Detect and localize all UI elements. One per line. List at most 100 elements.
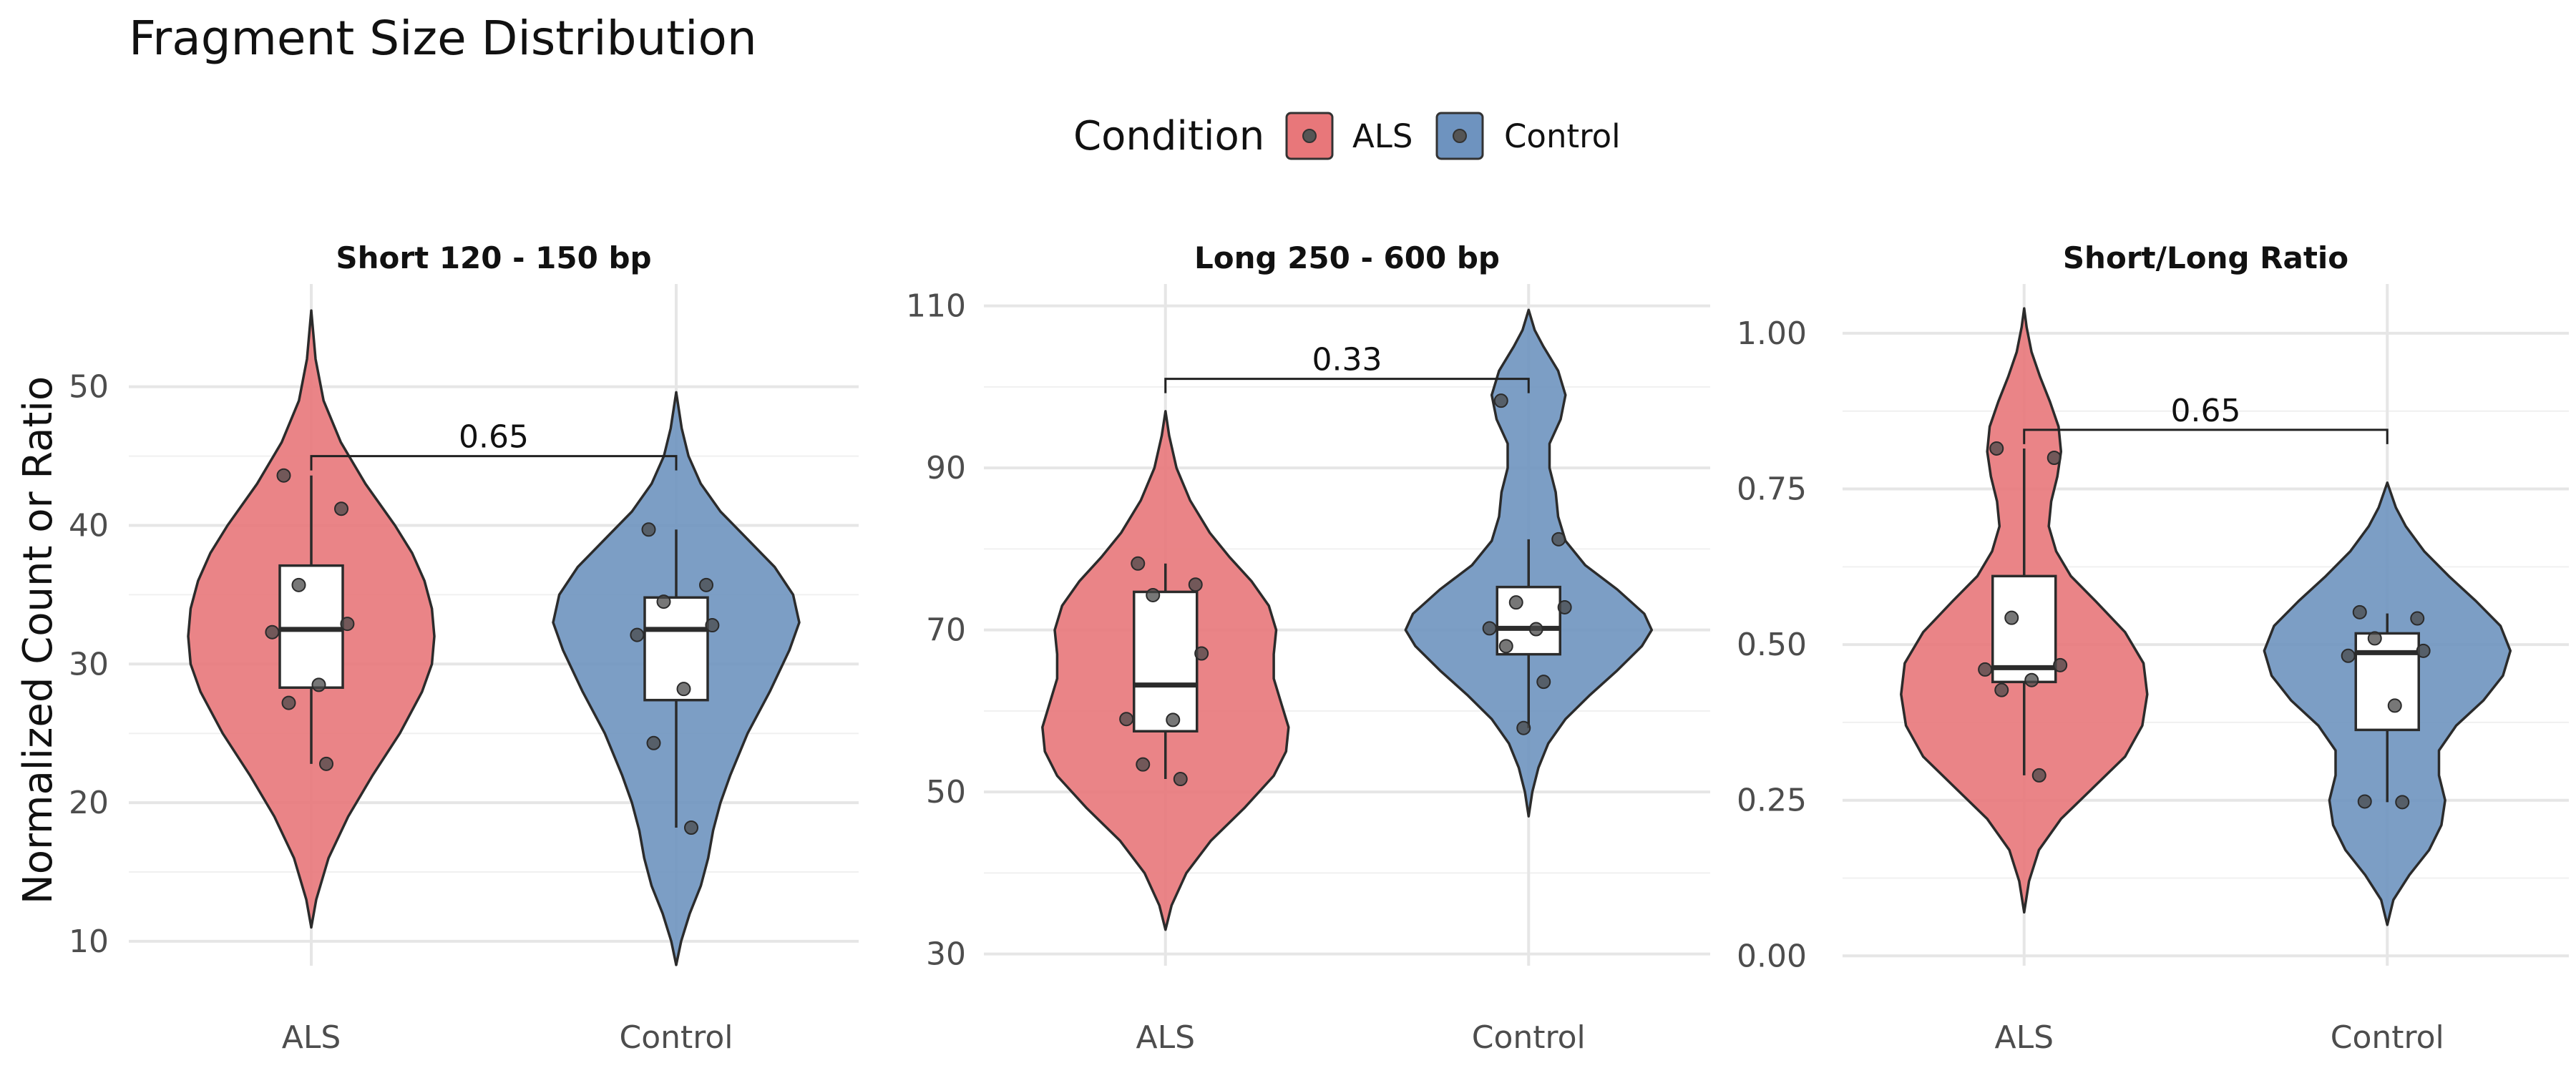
data-point (291, 577, 306, 592)
significance-bracket: 0.65 (2023, 393, 2389, 444)
legend-point-als (1302, 129, 1317, 143)
data-point (2357, 794, 2372, 809)
data-point (1131, 556, 1146, 571)
data-point (276, 468, 291, 483)
data-point (1482, 621, 1497, 636)
chart-title: Fragment Size Distribution (129, 11, 757, 66)
group-als (1041, 410, 1290, 931)
data-point (1516, 720, 1531, 735)
group-als (187, 309, 436, 929)
y-tick-label: 50 (69, 369, 109, 406)
legend: Condition ALS Control (1073, 112, 1621, 160)
panel-short-long-ratio: Short/Long Ratio 0.00 0.25 0.50 0.75 1.00 ALS C… (1737, 240, 2569, 1056)
legend-label-als: ALS (1352, 117, 1413, 155)
data-point (656, 594, 671, 609)
data-point (2395, 795, 2410, 810)
x-tick-label: ALS (282, 1019, 341, 1056)
x-tick-label: ALS (1136, 1019, 1195, 1056)
panel-title: Short/Long Ratio (2063, 240, 2348, 275)
bracket-line (1164, 378, 1530, 393)
box-iqr (278, 564, 344, 689)
x-tick-label: Control (2331, 1019, 2444, 1056)
data-point (281, 695, 296, 710)
y-tick-label: 90 (926, 450, 966, 486)
y-tick-label: 30 (926, 936, 966, 973)
data-point (1188, 577, 1203, 592)
data-point (2024, 672, 2039, 687)
y-tick-label: 40 (69, 507, 109, 544)
y-tick-label: 0.00 (1737, 938, 1807, 974)
legend-item-control: Control (1435, 112, 1621, 160)
data-point (641, 522, 656, 537)
data-point (646, 735, 661, 750)
data-point (1173, 772, 1188, 787)
data-point (2046, 451, 2062, 465)
group-als (1900, 307, 2149, 914)
data-point (1528, 622, 1543, 637)
data-point (2387, 698, 2402, 713)
data-point (1508, 595, 1523, 610)
legend-point-control (1453, 129, 1467, 143)
data-point (1989, 441, 2004, 456)
p-value-label: 0.65 (2171, 393, 2241, 429)
data-point (684, 820, 698, 835)
data-point (630, 627, 645, 642)
data-point (2004, 610, 2019, 625)
data-point (1493, 393, 1508, 408)
data-point (2352, 604, 2367, 619)
significance-bracket: 0.33 (1164, 342, 1530, 393)
data-point (1166, 712, 1181, 727)
panel-title: Long 250 - 600 bp (1194, 240, 1500, 275)
data-point (319, 756, 333, 771)
data-point (1146, 587, 1161, 602)
data-point (1498, 639, 1513, 654)
y-tick-label: 30 (69, 646, 109, 682)
data-point (1119, 712, 1134, 727)
x-tick-label: Control (619, 1019, 733, 1056)
legend-label-control: Control (1504, 117, 1621, 155)
data-point (2341, 648, 2356, 663)
box-iqr (1991, 574, 2057, 684)
y-tick-label: 70 (926, 612, 966, 649)
panel-title: Short 120 - 150 bp (336, 240, 651, 275)
group-control (2263, 481, 2512, 926)
legend-item-als: ALS (1285, 112, 1413, 160)
data-point (265, 624, 280, 640)
data-point (2410, 611, 2425, 626)
bracket-line (310, 455, 678, 471)
group-control (552, 391, 801, 966)
y-axis-label: Normalized Count or Ratio (15, 376, 62, 904)
x-tick-label: ALS (1994, 1019, 2054, 1056)
x-tick-label: Control (1472, 1019, 1586, 1056)
y-tick-label: 0.75 (1737, 471, 1807, 508)
data-point (2031, 768, 2046, 783)
y-tick-label: 110 (906, 288, 966, 325)
y-tick-label: 20 (69, 785, 109, 821)
p-value-label: 0.65 (459, 419, 529, 456)
data-point (676, 682, 691, 697)
data-point (2053, 657, 2068, 672)
data-point (311, 677, 326, 692)
data-point (2416, 643, 2431, 658)
y-tick-label: 10 (69, 923, 109, 960)
group-control (1404, 308, 1654, 818)
significance-bracket: 0.65 (310, 419, 678, 471)
y-tick-label: 0.50 (1737, 627, 1807, 663)
y-tick-label: 1.00 (1737, 315, 1807, 352)
data-point (1536, 675, 1551, 690)
data-point (699, 577, 713, 592)
data-point (1994, 682, 2009, 697)
data-point (705, 618, 720, 633)
data-point (1978, 662, 1993, 677)
data-point (1194, 646, 1209, 661)
bracket-line (2023, 428, 2389, 444)
data-point (1551, 531, 1566, 547)
data-point (1557, 599, 1572, 614)
p-value-label: 0.33 (1312, 342, 1382, 378)
box-iqr (2354, 632, 2420, 732)
box-iqr (1133, 590, 1199, 733)
box-iqr (643, 596, 709, 702)
data-point (334, 501, 348, 516)
data-point (1136, 757, 1151, 772)
